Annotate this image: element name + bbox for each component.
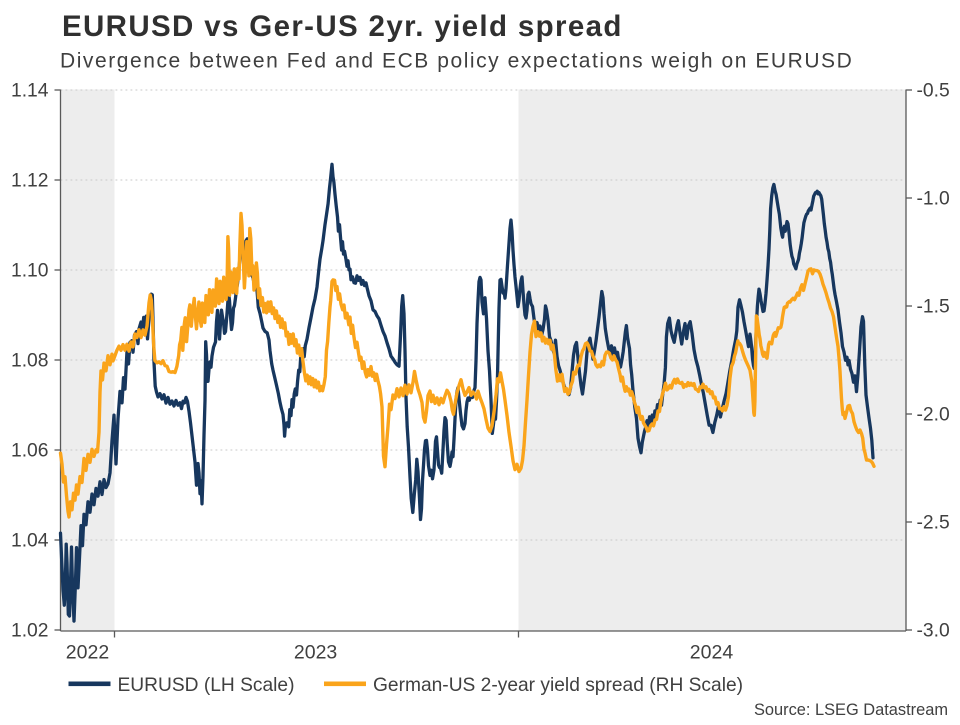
svg-text:1.08: 1.08 bbox=[11, 351, 49, 372]
svg-text:-1.5: -1.5 bbox=[917, 297, 950, 318]
svg-text:-2.5: -2.5 bbox=[917, 513, 950, 534]
svg-text:1.10: 1.10 bbox=[11, 261, 49, 282]
svg-text:German-US 2-year yield spread: German-US 2-year yield spread (RH Scale) bbox=[373, 675, 743, 696]
svg-text:EURUSD vs Ger-US 2yr. yield sp: EURUSD vs Ger-US 2yr. yield spread bbox=[62, 10, 623, 43]
svg-text:1.06: 1.06 bbox=[11, 441, 49, 462]
svg-text:1.02: 1.02 bbox=[11, 621, 49, 642]
svg-text:-1.0: -1.0 bbox=[917, 189, 950, 210]
svg-text:1.12: 1.12 bbox=[11, 171, 49, 192]
svg-text:1.14: 1.14 bbox=[11, 81, 49, 102]
svg-text:Divergence between Fed and ECB: Divergence between Fed and ECB policy ex… bbox=[60, 50, 853, 73]
svg-text:EURUSD (LH Scale): EURUSD (LH Scale) bbox=[118, 675, 295, 696]
svg-text:-0.5: -0.5 bbox=[917, 81, 950, 102]
svg-text:-3.0: -3.0 bbox=[917, 621, 950, 642]
svg-text:2022: 2022 bbox=[66, 642, 109, 664]
svg-text:2024: 2024 bbox=[690, 642, 734, 664]
svg-text:Source: LSEG Datastream: Source: LSEG Datastream bbox=[754, 701, 948, 719]
svg-text:-2.0: -2.0 bbox=[917, 405, 950, 426]
svg-text:2023: 2023 bbox=[294, 642, 337, 664]
svg-text:1.04: 1.04 bbox=[11, 531, 49, 552]
